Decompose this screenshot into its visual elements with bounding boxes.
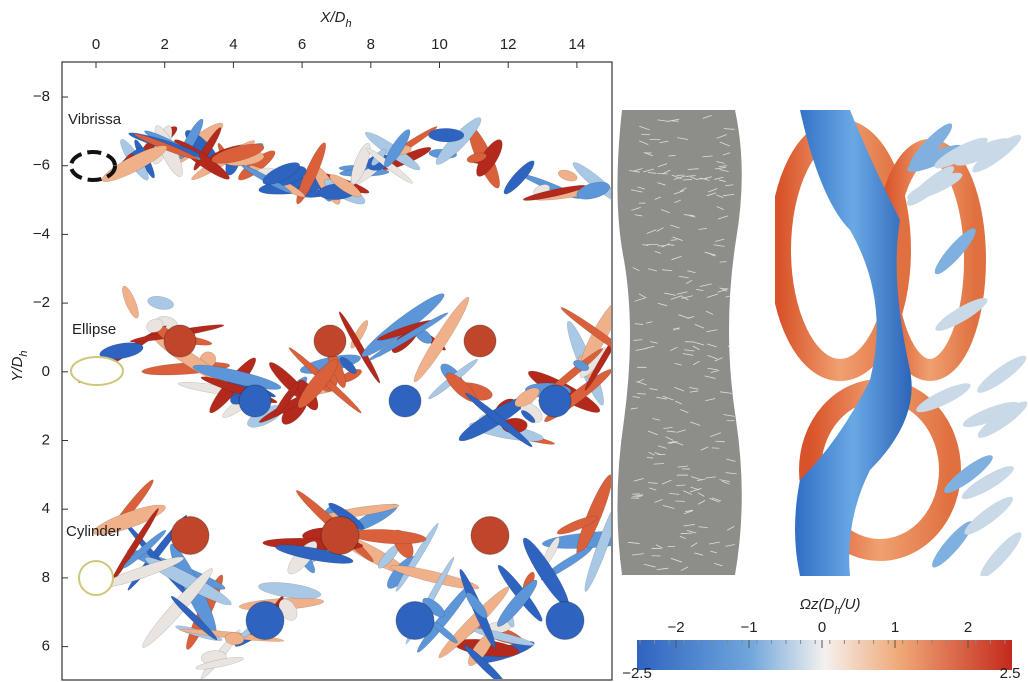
figure: Vibrissa Ellipse Cylinder X/Dh Y/Dh Ωz(D… <box>0 0 1028 682</box>
y-tick-label: 0 <box>42 363 50 380</box>
y-tick-label: 8 <box>42 569 50 586</box>
y-axis-label: Y/Dh <box>9 350 30 381</box>
streak-line <box>668 155 675 156</box>
vortex-core <box>539 385 571 417</box>
streak-line <box>715 441 724 442</box>
streak-surface <box>617 110 741 575</box>
panel-label: Ellipse <box>72 321 116 338</box>
y-tick-label: −8 <box>33 88 50 105</box>
vortex-core <box>389 385 421 417</box>
vortex-core <box>239 385 271 417</box>
colorbar <box>637 640 1012 670</box>
colorbar-tick-label: −1 <box>740 619 757 636</box>
y-axis-label-sub: h <box>18 350 30 356</box>
surface-streak-image <box>617 110 741 575</box>
vortex-core <box>546 602 584 640</box>
x-tick-label: 14 <box>569 36 586 53</box>
x-axis-label-sub: h <box>345 18 351 30</box>
colorbar-label: Ωz(Dh/U) <box>800 596 861 617</box>
vortex-core <box>321 517 359 555</box>
y-tick-label: −4 <box>33 225 50 242</box>
vortex-core <box>314 325 346 357</box>
vortex-core <box>171 517 209 555</box>
streak-line <box>683 179 692 180</box>
cylinder-body <box>79 561 113 595</box>
y-tick-label: 6 <box>42 638 50 655</box>
x-tick-label: 10 <box>431 36 448 53</box>
vortex-core <box>164 325 196 357</box>
y-tick-label: −2 <box>33 294 50 311</box>
panel-label: Vibrissa <box>68 111 122 128</box>
panel-label: Cylinder <box>66 523 121 540</box>
colorbar-tick-label: 2 <box>964 619 972 636</box>
colorbar-tick-label: −2 <box>667 619 684 636</box>
x-tick-label: 8 <box>367 36 375 53</box>
vortex-blob <box>428 128 464 142</box>
vortex-closeup-image <box>775 110 1028 582</box>
colorbar-label-end: /U) <box>839 596 860 613</box>
vortex-core <box>246 602 284 640</box>
ellipse-body <box>71 357 123 385</box>
colorbar-tick-label: 1 <box>891 619 899 636</box>
y-tick-label: −6 <box>33 157 50 174</box>
vortex-core <box>396 602 434 640</box>
x-tick-label: 6 <box>298 36 306 53</box>
colorbar-label-start: Ωz(D <box>800 596 835 613</box>
x-tick-label: 2 <box>161 36 169 53</box>
x-axis-label-main: X/D <box>319 9 345 26</box>
x-tick-label: 0 <box>92 36 100 53</box>
colorbar-max-label: 2.5 <box>1000 665 1021 682</box>
streak-line <box>671 240 677 241</box>
x-axis-label: X/Dh <box>319 9 351 30</box>
colorbar-min-label: −2.5 <box>622 665 652 682</box>
x-tick-label: 4 <box>229 36 237 53</box>
y-tick-label: 2 <box>42 431 50 448</box>
vortex-core <box>471 517 509 555</box>
y-axis-label-main: Y/D <box>9 356 26 381</box>
x-tick-label: 12 <box>500 36 517 53</box>
y-tick-label: 4 <box>42 500 50 517</box>
vortex-core <box>464 325 496 357</box>
colorbar-tick-label: 0 <box>818 619 826 636</box>
